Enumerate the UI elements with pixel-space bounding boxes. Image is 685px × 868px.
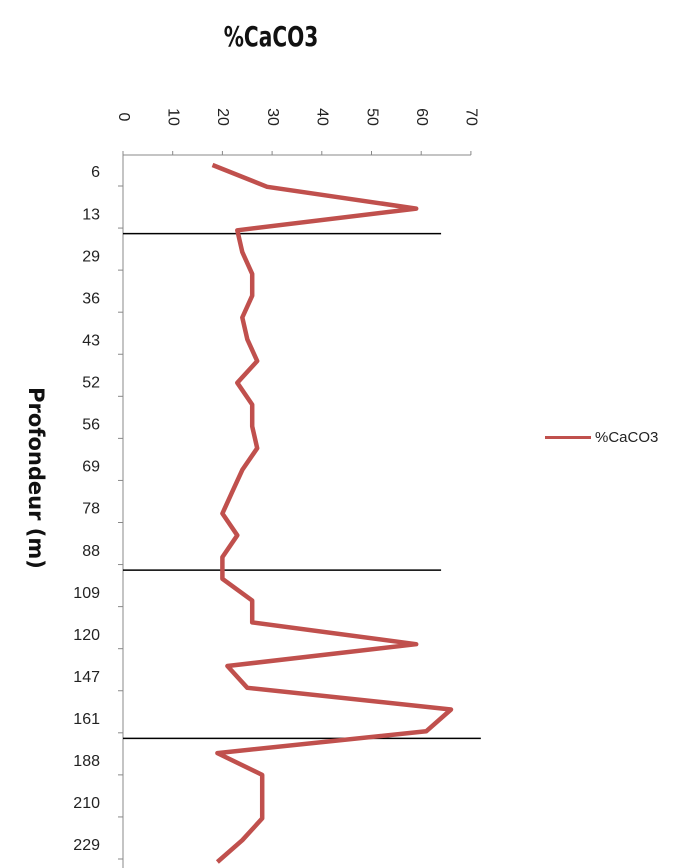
depth-tick-label: 36	[82, 290, 100, 307]
depth-tick-label: 120	[73, 627, 100, 644]
legend: %CaCO3	[545, 429, 658, 446]
depth-tick-label: 210	[73, 795, 100, 812]
depth-tick-label: 229	[73, 837, 100, 854]
depth-tick-label: 109	[73, 585, 100, 602]
depth-tick-label: 43	[82, 332, 100, 349]
depth-tick-label: 88	[82, 543, 100, 560]
x-tick-label: 20	[214, 108, 231, 126]
x-tick-label: 50	[363, 108, 380, 126]
chart-title: %CaCO3	[223, 20, 319, 53]
depth-tick-label: 52	[82, 375, 100, 392]
x-tick-label: 0	[115, 113, 132, 122]
depth-tick-label: 188	[73, 753, 100, 770]
depth-tick-label: 13	[82, 206, 100, 223]
depth-tick-label: 6	[91, 164, 100, 181]
legend-label: %CaCO3	[595, 429, 659, 446]
x-tick-label: 10	[164, 108, 181, 126]
depth-tick-label: 69	[82, 459, 100, 476]
depth-tick-label: 29	[82, 248, 100, 265]
depth-tick-label: 56	[82, 417, 100, 434]
x-tick-label: 40	[314, 108, 331, 126]
legend-swatch	[545, 436, 591, 439]
x-tick-label: 70	[463, 108, 480, 126]
depth-tick-label: 147	[73, 669, 100, 686]
x-tick-label: 30	[264, 108, 281, 126]
depth-tick-label: 161	[73, 711, 100, 728]
x-tick-label: 60	[413, 108, 430, 126]
depth-tick-label: 78	[82, 501, 100, 518]
series-line-caco3	[211, 162, 454, 864]
